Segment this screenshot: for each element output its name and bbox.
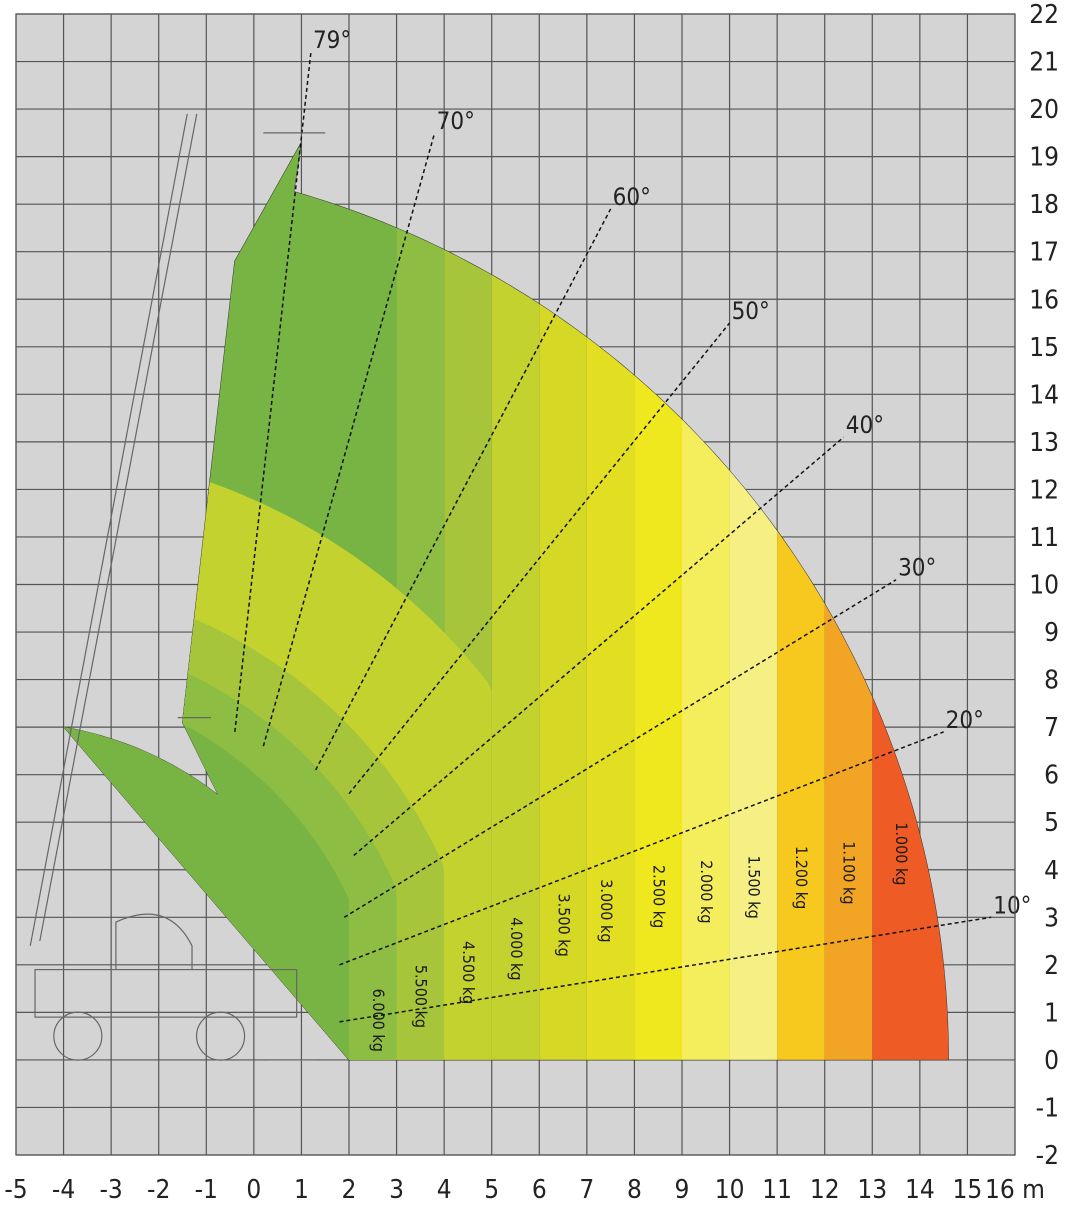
plot-frame — [15, 13, 1016, 1156]
cab — [115, 913, 193, 970]
x-tick-label: -5 — [4, 1175, 27, 1205]
y-tick-label: 13 — [1029, 428, 1059, 458]
zone-label: 2.000 kg — [697, 860, 716, 923]
x-tick-label: 0 — [246, 1175, 261, 1205]
boom-angle-label: 70° — [437, 107, 475, 135]
y-tick-label: 1 — [1044, 998, 1059, 1028]
x-tick-label: 8 — [627, 1175, 642, 1205]
telehandler-outline — [29, 113, 326, 1061]
y-tick-label: 9 — [1044, 618, 1059, 648]
y-tick-label: 7 — [1044, 713, 1059, 743]
x-tick-label: -2 — [147, 1175, 170, 1205]
zone-label: 4.000 kg — [507, 917, 526, 980]
x-tick-label: 12 — [810, 1175, 840, 1205]
boom-angle-label: 30° — [898, 554, 936, 582]
x-tick-label: 10 — [715, 1175, 745, 1205]
x-tick-label: 13 — [857, 1175, 887, 1205]
y-tick-label: 19 — [1029, 143, 1059, 173]
x-tick-label: 15 — [953, 1175, 983, 1205]
x-tick-label: -3 — [99, 1175, 122, 1205]
boom-angle-line — [339, 916, 992, 1023]
x-tick-label: 16 m — [985, 1175, 1045, 1205]
y-tick-label: 8 — [1044, 666, 1059, 696]
y-tick-label: 10 — [1029, 571, 1059, 601]
boom-angle-line — [343, 579, 897, 918]
front-wheel — [195, 1011, 246, 1061]
x-tick-label: 7 — [579, 1175, 594, 1205]
x-tick-label: 5 — [484, 1175, 499, 1205]
forks — [177, 132, 326, 1061]
x-axis-ticks: -5 -4 -3 -2 -1 0 1 2 3 4 5 6 7 8 9 10 11 12 13 14 15 16 m — [4, 1175, 1045, 1205]
boom-angle-line — [262, 132, 436, 747]
boom-angle-line — [353, 436, 845, 857]
boom-angle-line — [315, 208, 612, 771]
y-tick-label: 21 — [1029, 48, 1059, 78]
x-tick-label: 1 — [294, 1175, 309, 1205]
boom-upper — [39, 113, 198, 942]
zone-label: 6.000 kg — [369, 989, 388, 1052]
y-tick-label: -1 — [1036, 1093, 1059, 1123]
x-tick-label: 3 — [389, 1175, 404, 1205]
zone-label: 3.500 kg — [554, 894, 573, 957]
x-tick-label: 6 — [532, 1175, 547, 1205]
zone-label: 4.500 kg — [459, 941, 478, 1004]
x-tick-label: -4 — [52, 1175, 75, 1205]
x-tick-label: 4 — [437, 1175, 452, 1205]
zone-label: 1.100 kg — [840, 841, 859, 904]
y-tick-label: 6 — [1044, 761, 1059, 791]
boom-lower — [29, 113, 188, 946]
zone-label: 1.200 kg — [792, 846, 811, 909]
y-tick-label: 12 — [1029, 475, 1059, 505]
rear-wheel — [53, 1011, 103, 1061]
x-tick-label: 14 — [905, 1175, 935, 1205]
x-tick-label: 11 — [762, 1175, 792, 1205]
boom-angle-label: 50° — [732, 297, 770, 325]
boom-angle-label: 60° — [613, 183, 651, 211]
boom-angle-line — [234, 51, 312, 732]
boom-angle-line — [339, 731, 944, 966]
boom-angle-line — [348, 322, 731, 795]
x-tick-label: -1 — [195, 1175, 218, 1205]
y-tick-label: 15 — [1029, 333, 1059, 363]
boom-angle-label: 79° — [313, 26, 351, 54]
y-tick-label: 16 — [1029, 285, 1059, 315]
y-tick-label: 3 — [1044, 903, 1059, 933]
zone-label: 3.000 kg — [597, 879, 616, 942]
zone-label: 1.500 kg — [745, 855, 764, 918]
y-tick-label: 14 — [1029, 380, 1059, 410]
x-tick-label: 2 — [342, 1175, 357, 1205]
boom-angle-label: 20° — [946, 706, 984, 734]
x-tick-label: 9 — [675, 1175, 690, 1205]
y-tick-label: 17 — [1029, 238, 1059, 268]
chassis — [34, 968, 298, 1018]
zone-boundaries: 6.000 kg 5.500 kg 4.500 kg 4.000 kg 3.500 kg… — [369, 822, 911, 1052]
zone-label: 5.500 kg — [412, 965, 431, 1028]
y-tick-label: 2 — [1044, 951, 1059, 981]
y-tick-label: 20 — [1029, 95, 1059, 125]
boom-angle-label: 40° — [846, 411, 884, 439]
boom-angle-lines: 10° 20° 30° 40° 50° 60° 70° 79° — [234, 26, 1031, 1023]
y-tick-label: -2 — [1036, 1141, 1059, 1171]
zone-label: 1.000 kg — [892, 822, 911, 885]
y-tick-label: 11 — [1029, 523, 1059, 553]
y-tick-label: 18 — [1029, 190, 1059, 220]
zone-label: 2.500 kg — [649, 865, 668, 928]
y-tick-label: 0 — [1044, 1046, 1059, 1076]
y-tick-label: 5 — [1044, 808, 1059, 838]
boom-angle-label: 10° — [993, 891, 1031, 919]
y-tick-label: 4 — [1044, 856, 1059, 886]
y-tick-label: 22 — [1029, 0, 1059, 30]
